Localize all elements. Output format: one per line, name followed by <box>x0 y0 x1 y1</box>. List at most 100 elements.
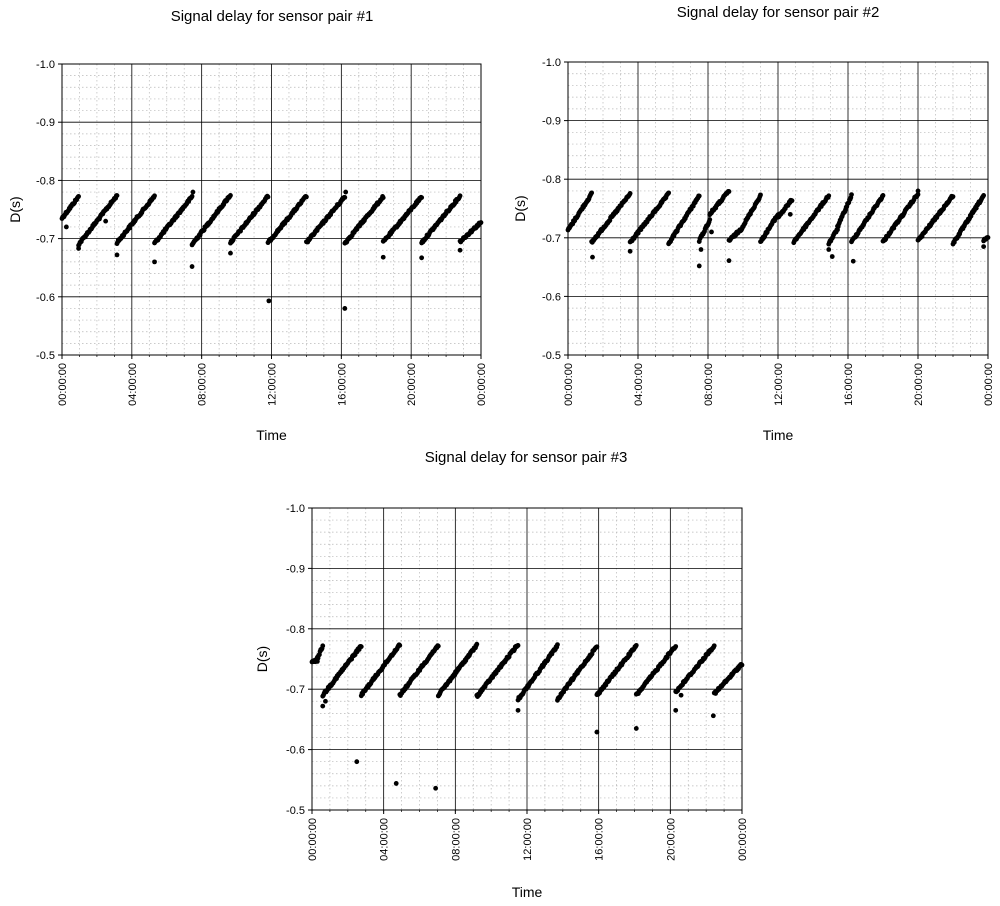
outlier-point <box>342 306 348 311</box>
x-axis-label: Time <box>763 427 794 443</box>
outlier-point <box>266 298 272 304</box>
data-point <box>397 643 403 648</box>
outlier-point <box>228 250 233 256</box>
x-tick-label: 04:00:00 <box>379 818 391 861</box>
data-point <box>826 193 832 199</box>
data-point <box>114 193 120 198</box>
x-tick-label: 16:00:00 <box>594 818 606 861</box>
data-point <box>739 662 745 668</box>
data-point <box>265 194 271 200</box>
y-tick-label: -0.9 <box>542 116 561 128</box>
x-tick-label: 16:00:00 <box>336 363 348 406</box>
data-point <box>189 193 195 199</box>
outlier-point <box>457 247 463 253</box>
x-tick-label: 00:00:00 <box>737 818 749 861</box>
y-tick-label: -0.9 <box>36 117 55 129</box>
x-tick-label: 04:00:00 <box>633 363 645 406</box>
data-point <box>981 193 987 198</box>
outlier-point <box>590 254 595 260</box>
x-tick-label: 08:00:00 <box>703 363 715 406</box>
data-point <box>673 644 679 649</box>
chart-2: -1.0-0.9-0.8-0.7-0.6-0.500:00:00 04:00:00… <box>512 4 995 443</box>
data-point <box>849 192 854 198</box>
x-tick-label: 00:00:00 <box>307 818 319 861</box>
chart-title: Signal delay for sensor pair #3 <box>425 449 628 466</box>
outlier-point <box>673 707 679 713</box>
y-tick-label: -0.5 <box>36 350 55 362</box>
y-tick-label: -0.9 <box>286 563 305 575</box>
outlier-point <box>354 759 360 765</box>
outlier-point <box>189 264 195 269</box>
chart-title: Signal delay for sensor pair #1 <box>171 8 374 25</box>
outlier-point <box>678 692 684 698</box>
outlier-point <box>343 189 349 195</box>
y-tick-label: -0.6 <box>36 292 55 304</box>
outlier-point <box>633 726 639 731</box>
data-point <box>419 195 425 201</box>
outlier-point <box>76 246 81 251</box>
outlier-point <box>314 654 320 660</box>
outlier-point <box>190 189 196 195</box>
major-grid <box>312 508 742 810</box>
major-grid <box>62 64 481 355</box>
x-tick-label: 16:00:00 <box>843 363 855 406</box>
data-point <box>758 192 763 198</box>
outlier-point <box>850 258 856 264</box>
y-tick-label: -1.0 <box>36 59 55 71</box>
x-tick-label: 08:00:00 <box>197 363 209 406</box>
y-tick-label: -0.7 <box>542 233 561 245</box>
outlier-point <box>627 248 633 254</box>
outlier-point <box>114 252 120 258</box>
data-point <box>985 235 991 240</box>
outlier-point <box>393 781 399 786</box>
outlier-point <box>709 229 714 235</box>
data-point <box>342 195 348 200</box>
x-tick-label: 00:00:00 <box>57 363 69 406</box>
x-tick-label: 00:00:00 <box>983 363 995 406</box>
x-tick-label: 00:00:00 <box>563 363 575 406</box>
data-point <box>594 644 600 650</box>
y-axis-label: D(s) <box>512 195 528 221</box>
outlier-point <box>594 729 600 735</box>
outlier-point <box>981 244 987 249</box>
data-points <box>565 188 991 269</box>
outlier-point <box>323 698 328 704</box>
data-point <box>950 194 956 199</box>
outlier-point <box>826 247 832 252</box>
y-tick-label: -0.5 <box>542 350 561 362</box>
y-tick-label: -0.8 <box>286 624 305 636</box>
x-tick-label: 12:00:00 <box>267 363 279 406</box>
data-point <box>627 191 633 196</box>
chart-title: Signal delay for sensor pair #2 <box>677 4 880 21</box>
outlier-point <box>380 254 386 260</box>
y-tick-label: -0.5 <box>286 805 305 817</box>
y-tick-label: -0.8 <box>542 174 561 186</box>
x-tick-label: 08:00:00 <box>450 818 462 861</box>
x-tick-label: 00:00:00 <box>476 363 488 406</box>
outlier-point <box>433 785 439 791</box>
x-axis-label: Time <box>256 427 287 443</box>
data-point <box>358 644 364 650</box>
data-point <box>696 193 702 199</box>
data-point <box>789 198 795 204</box>
outlier-point <box>803 222 809 228</box>
outlier-point <box>696 263 702 269</box>
data-point <box>589 190 595 196</box>
data-point <box>478 220 484 225</box>
data-point <box>320 643 326 649</box>
data-point <box>666 190 672 196</box>
data-point <box>435 643 441 649</box>
outlier-point <box>515 707 521 713</box>
y-tick-label: -0.6 <box>286 745 305 757</box>
data-point <box>457 193 463 199</box>
y-tick-label: -1.0 <box>286 503 305 515</box>
data-point <box>707 217 713 222</box>
y-axis-label: D(s) <box>254 646 270 672</box>
chart-1: -1.0-0.9-0.8-0.7-0.6-0.500:00:00 04:00:00… <box>7 8 488 443</box>
data-point <box>152 193 157 199</box>
outlier-point <box>726 258 732 264</box>
outlier-point <box>419 255 425 261</box>
minor-grid <box>568 62 988 355</box>
data-points <box>309 641 745 791</box>
